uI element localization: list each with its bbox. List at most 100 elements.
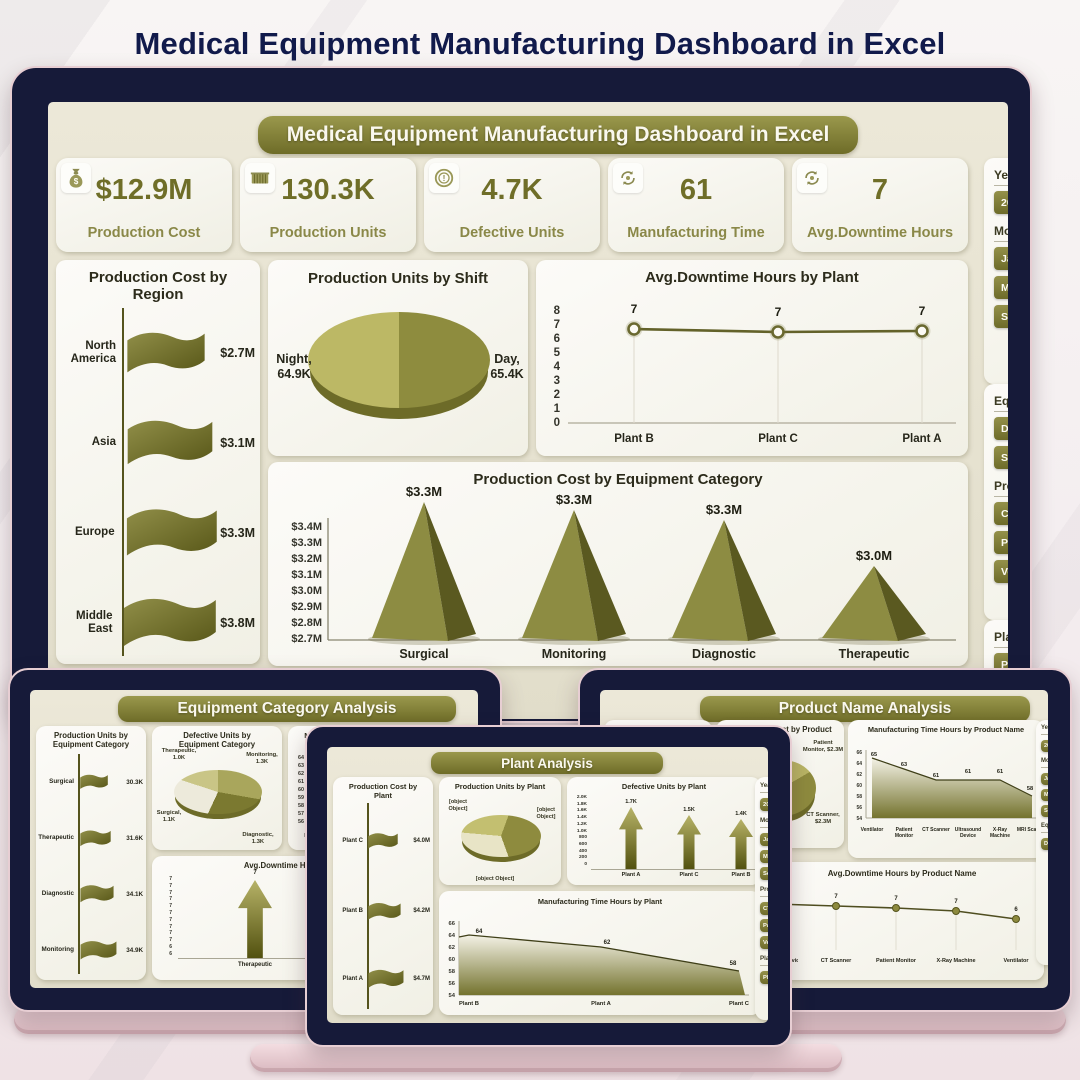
svg-text:61: 61	[997, 769, 1003, 775]
shift-pie	[308, 312, 490, 419]
x-axis-label: Patient Monitor	[875, 958, 917, 964]
slicer-button-product[interactable]: Ventilator	[994, 560, 1008, 583]
slicer-button-month[interactable]: Sep	[1041, 805, 1048, 817]
flag-value: 30.3K	[126, 778, 143, 786]
svg-text:0: 0	[554, 417, 560, 429]
svg-text:Monitoring: Monitoring	[542, 647, 607, 661]
flag-value: $3.8M	[220, 616, 255, 630]
flag-row: Therapeutic 31.6K	[36, 812, 146, 864]
svg-text:1: 1	[554, 403, 561, 415]
flag-row: Middle East $3.8M	[56, 580, 260, 666]
slicer-button-month[interactable]: May	[994, 276, 1008, 299]
slicer-label-product: Product	[994, 479, 1008, 497]
area-chart: 66 64 62 60 58 56 54 65 63 61 61 61 58	[856, 750, 1038, 822]
flag-value: $4.0M	[413, 838, 430, 844]
svg-text:6: 6	[1014, 907, 1018, 913]
slicer-button-product[interactable]: CT Scanner	[760, 902, 768, 915]
laptop-center-screen: Plant Analysis Production Cost by Plant …	[327, 747, 768, 1023]
flag-label: Plant B	[342, 907, 363, 914]
slicer-button-product[interactable]: Ventilator	[760, 936, 768, 949]
flag-row: Plant B $4.2M	[333, 879, 433, 943]
sync-arrows-icon	[797, 163, 827, 193]
pie-slice-label: CT Scanner, $2.3M	[806, 812, 840, 826]
svg-text:58: 58	[730, 961, 737, 967]
svg-text:6: 6	[554, 333, 560, 345]
container-icon	[245, 163, 275, 193]
defect-coin-icon: !	[429, 163, 459, 193]
chart-title: Defective Units by Plant	[621, 782, 707, 791]
pie-slice-label: Therapeutic, 1.0K	[161, 748, 197, 761]
svg-text:59: 59	[298, 795, 304, 801]
svg-text:$3.1M: $3.1M	[291, 569, 322, 581]
x-axis-label: Therapeutic	[237, 962, 272, 968]
slicer-button-product[interactable]: CT Scanner	[994, 502, 1008, 525]
svg-text:3: 3	[554, 375, 560, 387]
svg-text:Plant A: Plant A	[902, 433, 941, 445]
pie-slice-label: Patient Monitor, $2.3M	[802, 740, 844, 753]
defective-arrow	[729, 819, 753, 869]
flag-icon	[127, 420, 213, 465]
flag-label: North America	[70, 339, 116, 365]
slicer-button-product[interactable]: Patient Monitor	[760, 919, 768, 932]
chart-title: Defective Units by Equipment Category	[178, 731, 256, 749]
kpi-label: Production Units	[269, 225, 387, 241]
slicer-button-month[interactable]: Jan	[760, 833, 768, 846]
slicer-button-product[interactable]: Patient Monitor	[994, 531, 1008, 554]
flag-label: Monitoring	[41, 946, 74, 954]
slicer-button-month[interactable]: May	[1041, 789, 1048, 801]
svg-text:61: 61	[933, 773, 939, 779]
slicer-button-plant[interactable]: Plant A	[760, 971, 768, 984]
flag-icon	[124, 598, 217, 646]
svg-text:!: !	[443, 174, 446, 183]
x-axis-line	[591, 869, 755, 870]
slicer-button-month[interactable]: May	[760, 850, 768, 863]
svg-text:$2.9M: $2.9M	[291, 601, 322, 613]
slicer-label-month: Month	[1041, 758, 1048, 768]
y-axis-ticks: 2.0K 1.8K 1.6K 1.4K 1.2K 1.0K 800 600 400 200…	[576, 795, 587, 868]
pie-slice-label: Diagnostic, 1.3K	[242, 832, 274, 846]
slicer-label-plant: Plant	[994, 630, 1008, 648]
svg-text:66: 66	[449, 921, 456, 927]
chart-title: Avg.Downtime Hours by Product Name	[827, 869, 977, 878]
flag-value: 31.6K	[126, 834, 143, 842]
kpi-value: $12.9M	[95, 174, 193, 206]
pyramid-chart: $3.4M $3.3M $3.2M $3.1M $3.0M $2.9M $2.8…	[291, 486, 956, 661]
svg-text:7: 7	[834, 894, 838, 900]
slicer-button-year[interactable]: 2024	[994, 191, 1008, 214]
slicer-label-month: Month	[994, 224, 1008, 242]
pie-slice-label: [object Object]	[475, 876, 515, 883]
svg-text:$2.8M: $2.8M	[291, 617, 322, 629]
slicer-button-month[interactable]: Jan	[994, 247, 1008, 270]
flag-value: 34.1K	[126, 890, 143, 898]
pie-slice-label: Surgical, 1.1K	[156, 810, 182, 823]
flag-row: Monitoring 34.9K	[36, 924, 146, 976]
slicer-button-month[interactable]: Sep	[994, 305, 1008, 328]
kpi-card-production-units: 130.3K Production Units	[240, 158, 416, 252]
kpi-value: 7	[871, 174, 889, 206]
slicer-button-month[interactable]: Sep	[760, 867, 768, 880]
svg-text:57: 57	[298, 811, 304, 817]
defective-arrow	[677, 815, 701, 869]
slicer-label-equipment: Equipment	[994, 394, 1008, 412]
flag-icon	[368, 902, 401, 920]
pie-slice-label: [object Object]	[536, 807, 556, 820]
svg-text:62: 62	[298, 771, 304, 777]
flag-label: Surgical	[49, 778, 74, 786]
dashboard-title-banner: Medical Equipment Manufacturing Dashboar…	[258, 116, 858, 154]
kpi-value: 130.3K	[281, 174, 375, 206]
slicer-button-month[interactable]: Jan	[1041, 773, 1048, 785]
svg-text:64: 64	[298, 755, 304, 761]
svg-text:$3.3M: $3.3M	[556, 492, 592, 507]
svg-text:60: 60	[298, 787, 304, 793]
slicer-button-equipment[interactable]: Diagnostic	[994, 417, 1008, 440]
units-by-plant-chart: Production Units by Plant [object Object…	[439, 777, 561, 885]
slicer-button-year[interactable]: 2024	[1041, 740, 1048, 752]
slicer-button-equipment[interactable]: Surgical	[994, 446, 1008, 469]
x-axis-label: Plant A	[621, 872, 641, 878]
slicer-label-year: Year	[760, 782, 768, 793]
slicer-button-year[interactable]: 2024	[760, 798, 768, 811]
slicer-button-equipment[interactable]: Diagnostic	[1041, 838, 1048, 850]
svg-text:2: 2	[554, 389, 560, 401]
svg-text:60: 60	[856, 783, 862, 789]
flag-icon	[368, 969, 404, 988]
